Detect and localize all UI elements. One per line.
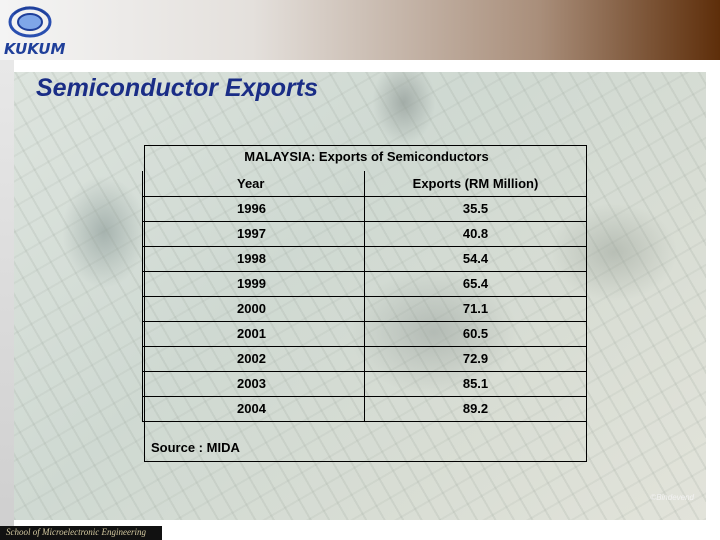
table-row: 1997 40.8 (142, 220, 587, 247)
table-row: 2001 60.5 (142, 320, 587, 347)
left-band (0, 60, 14, 528)
photo-caption: ©Bindevend (650, 493, 694, 502)
exports-value-cell: 60.5 (364, 320, 587, 347)
exports-table: Year Exports (RM Million) 1996 35.5 1997 40… (142, 171, 587, 422)
table-row: 2002 72.9 (142, 345, 587, 372)
footer-text: School of Microelectronic Engineering (6, 527, 147, 537)
exports-value-cell: 35.5 (364, 195, 587, 222)
year-cell: 2003 (142, 370, 365, 397)
year-cell: 1996 (142, 195, 365, 222)
table-row: 1999 65.4 (142, 270, 587, 297)
exports-value-cell: 72.9 (364, 345, 587, 372)
footer-bar (0, 526, 162, 540)
table-header-row: Year Exports (RM Million) (142, 171, 587, 197)
table-row: 2000 71.1 (142, 295, 587, 322)
exports-value-cell: 65.4 (364, 270, 587, 297)
table-heading: MALAYSIA: Exports of Semiconductors (244, 149, 489, 164)
year-cell: 1998 (142, 245, 365, 272)
year-cell: 1997 (142, 220, 365, 247)
exports-value-cell: 54.4 (364, 245, 587, 272)
exports-value-cell: 89.2 (364, 395, 587, 422)
year-cell: 2002 (142, 345, 365, 372)
year-cell: 2004 (142, 395, 365, 422)
year-cell: 1999 (142, 270, 365, 297)
table-row: 1998 54.4 (142, 245, 587, 272)
column-header-year: Year (142, 171, 365, 197)
logo-text: KUKUM (4, 40, 66, 58)
exports-value-cell: 85.1 (364, 370, 587, 397)
header-band (0, 0, 720, 60)
exports-value-cell: 40.8 (364, 220, 587, 247)
year-cell: 2000 (142, 295, 365, 322)
university-logo-icon (8, 6, 52, 38)
table-row: 2004 89.2 (142, 395, 587, 422)
source-note: Source : MIDA (151, 440, 240, 455)
table-row: 1996 35.5 (142, 195, 587, 222)
slide-title: Semiconductor Exports (36, 74, 318, 102)
exports-value-cell: 71.1 (364, 295, 587, 322)
year-cell: 2001 (142, 320, 365, 347)
table-row: 2003 85.1 (142, 370, 587, 397)
column-header-exports: Exports (RM Million) (364, 171, 587, 197)
